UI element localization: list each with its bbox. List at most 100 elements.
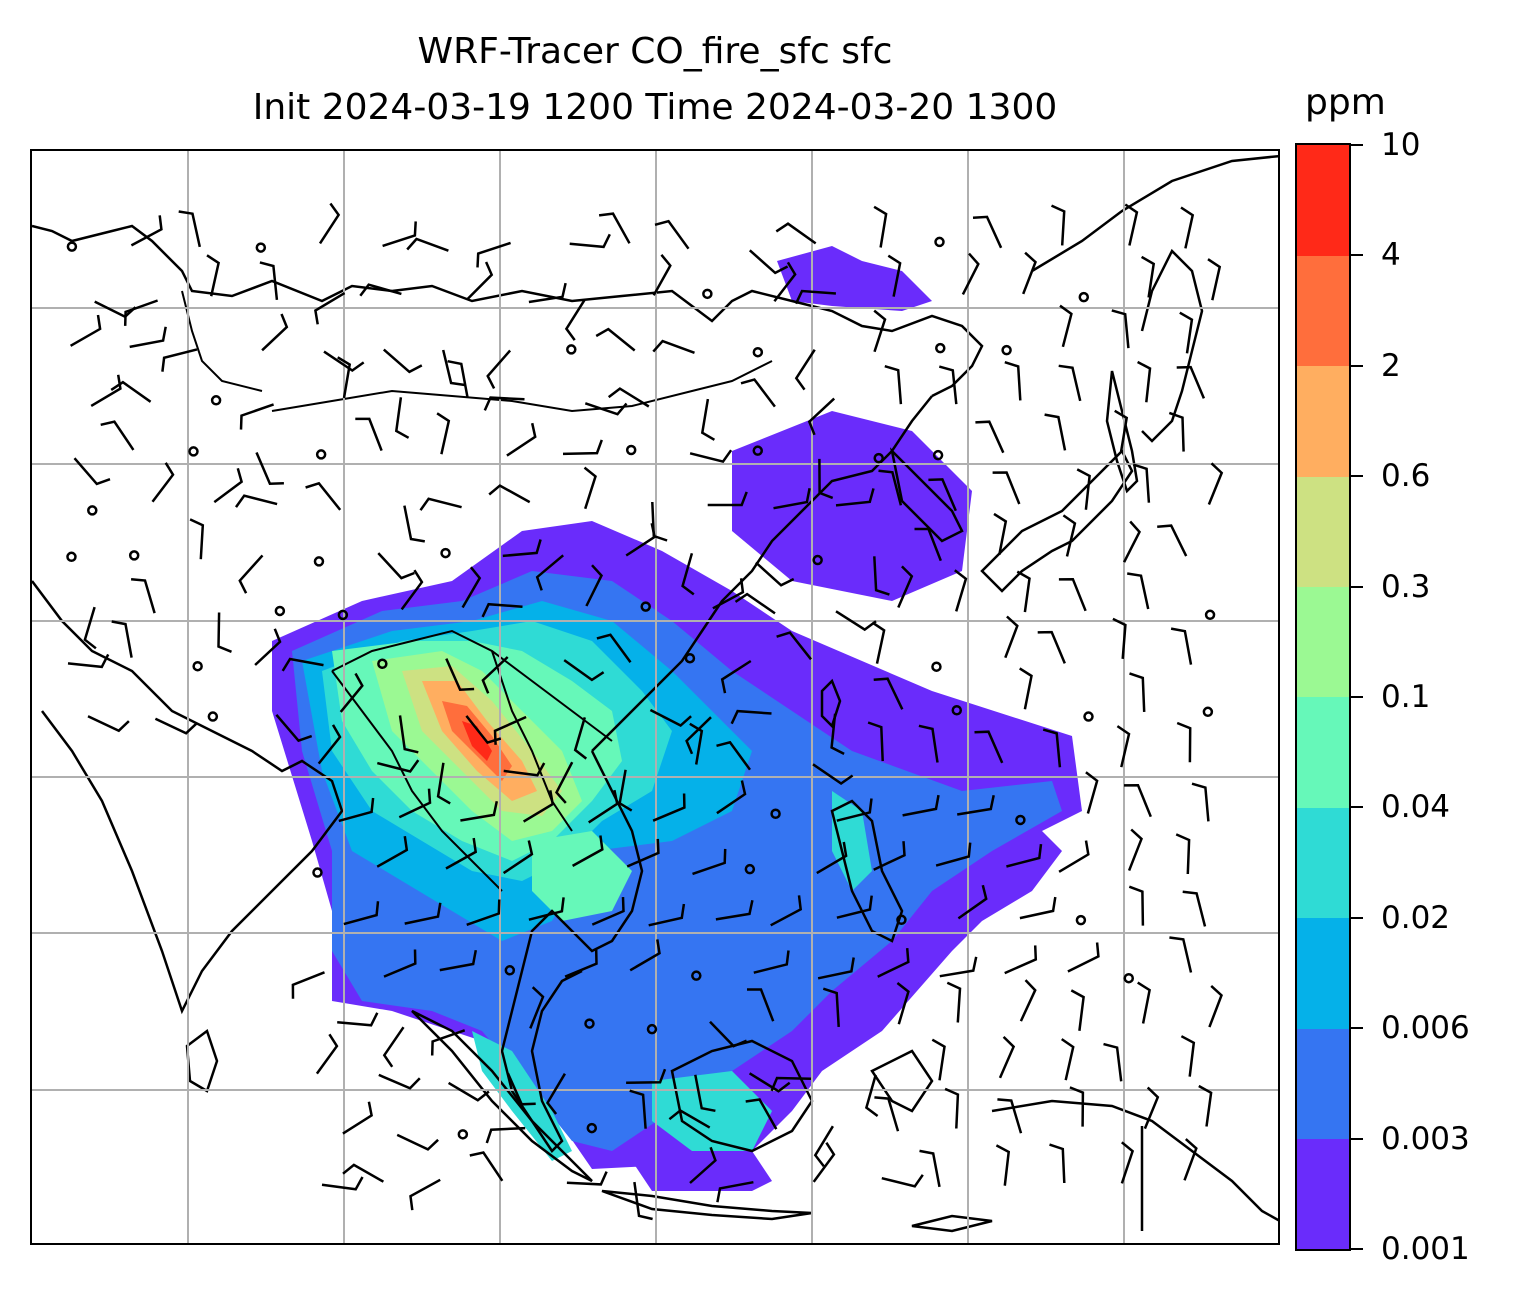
coastline-sulawesi	[870, 1049, 934, 1113]
colorbar-band	[1297, 476, 1349, 588]
wind-barb	[871, 621, 886, 664]
wind-barb	[1191, 782, 1210, 822]
wind-barb	[794, 289, 836, 305]
wind-calm-marker	[274, 605, 286, 617]
wind-calm-marker	[932, 449, 944, 461]
wind-barb	[439, 949, 478, 972]
wind-barb	[206, 254, 221, 297]
coastline-korea	[889, 447, 964, 543]
wind-barb	[483, 396, 525, 411]
wind-barb	[1176, 365, 1206, 399]
wind-barb	[259, 261, 279, 301]
coastline-taiwan	[820, 678, 842, 729]
wind-barb	[939, 956, 978, 978]
colorbar-tick-label: 10	[1381, 127, 1421, 163]
wind-calm-marker	[931, 661, 942, 672]
wind-barb	[652, 793, 686, 822]
wind-calm-marker	[313, 556, 325, 567]
wind-barb	[317, 724, 342, 765]
wind-barb	[161, 348, 198, 372]
colorbar-tick	[1351, 144, 1363, 146]
wind-calm-marker	[752, 346, 764, 358]
colorbar-tick-label: 0.04	[1381, 789, 1451, 826]
colorbar-tick-label: 4	[1381, 237, 1401, 274]
wind-barb	[343, 901, 380, 926]
colorbar-band	[1297, 145, 1349, 256]
wind-barb	[564, 299, 586, 341]
wind-barb	[972, 215, 1003, 249]
coastline-indochina	[500, 750, 644, 1153]
wind-barb	[1180, 1035, 1196, 1077]
wind-barb	[1132, 463, 1151, 503]
wind-barb	[626, 1068, 667, 1084]
map-title-line1: WRF-Tracer CO_fire_sfc sfc	[417, 31, 893, 72]
wind-barb	[382, 348, 423, 374]
wind-barb	[486, 349, 512, 389]
wind-barb	[447, 359, 469, 398]
wind-barb	[822, 987, 840, 1027]
wind-calm-marker	[646, 1023, 658, 1035]
colorbar-band	[1297, 1028, 1349, 1140]
wind-barb	[493, 715, 527, 745]
wind-barb	[629, 1089, 647, 1129]
wind-calm-marker	[625, 444, 637, 456]
co-plume-north	[732, 411, 972, 601]
wind-barb	[585, 564, 604, 607]
wind-barb	[382, 1026, 405, 1068]
wind-barb	[1058, 577, 1087, 612]
wind-barb	[649, 708, 692, 728]
wind-barb	[1103, 1042, 1123, 1082]
colorbar-tick	[1351, 1027, 1363, 1030]
wind-calm-marker	[934, 236, 945, 248]
wind-barb	[189, 518, 205, 560]
co-shading-layer	[272, 246, 1082, 1191]
wind-barb	[836, 895, 873, 919]
wind-barb	[461, 566, 482, 609]
wind-barb	[897, 565, 914, 608]
wind-barb	[928, 478, 957, 512]
coastline-timor	[911, 1214, 993, 1233]
wind-calm-marker	[192, 660, 203, 672]
wind-barb	[1120, 1141, 1135, 1184]
wind-barb	[753, 950, 790, 974]
wind-calm-marker	[1202, 706, 1214, 718]
map-panel	[30, 149, 1280, 1245]
wind-barb	[1183, 1138, 1198, 1181]
wind-barb	[864, 1074, 879, 1117]
wind-barb	[239, 403, 275, 430]
coastline-newguinea	[991, 1099, 1278, 1222]
wind-barb	[69, 314, 102, 347]
wind-barb	[1076, 468, 1091, 510]
wind-barb	[406, 237, 449, 252]
wind-barb	[1004, 361, 1022, 401]
colorbar-tick	[1351, 806, 1363, 809]
colorbar-band	[1297, 255, 1349, 367]
wind-barb	[436, 412, 451, 455]
wind-barb	[773, 488, 811, 510]
wind-barb	[238, 554, 264, 594]
colorbar	[1295, 143, 1351, 1251]
wind-barb	[755, 561, 795, 587]
wind-barb	[877, 948, 910, 978]
coastline-srilanka	[185, 1028, 219, 1093]
colorbar-tick-label: 2	[1381, 347, 1401, 384]
wind-barb	[1123, 783, 1152, 818]
wind-barb	[995, 1144, 1011, 1186]
wind-barb	[528, 897, 565, 921]
wind-calm-marker	[1015, 814, 1026, 826]
wind-barb	[918, 724, 939, 763]
wind-barb	[1207, 462, 1224, 505]
wind-barb	[529, 986, 545, 1029]
wind-barb	[376, 759, 420, 773]
colorbar-band	[1297, 917, 1349, 1029]
wind-barb	[873, 556, 890, 596]
wind-barb	[740, 378, 776, 408]
wind-barb	[305, 481, 342, 511]
wind-barb	[878, 469, 903, 506]
wind-barb	[974, 730, 1004, 764]
wind-barb	[694, 1074, 716, 1113]
wind-barb	[323, 350, 365, 373]
wind-barb	[130, 215, 163, 247]
wind-barb	[90, 374, 122, 407]
wind-barb	[506, 1072, 536, 1106]
